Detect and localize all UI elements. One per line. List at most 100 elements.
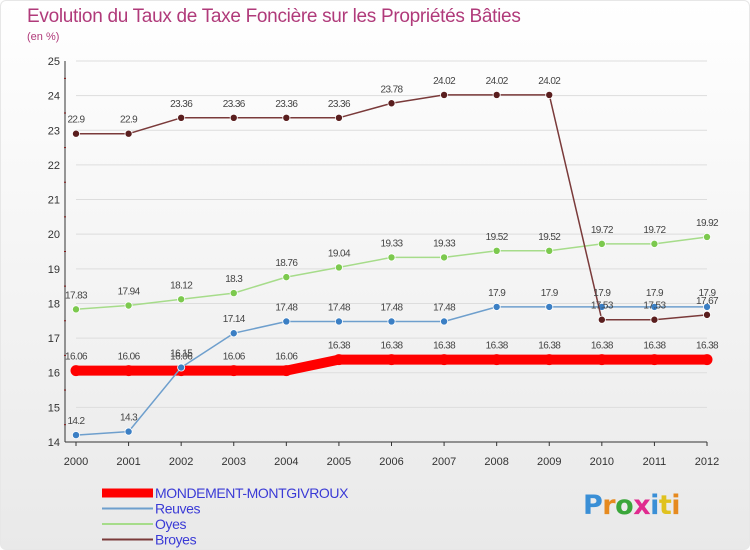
- data-point: [650, 315, 659, 324]
- data-point: [229, 329, 238, 338]
- data-point: [334, 113, 343, 122]
- y-tick-label: 25: [48, 56, 60, 68]
- data-point: [72, 431, 81, 440]
- x-tick-label: 2012: [695, 456, 719, 468]
- chart-subtitle: (en %): [27, 31, 60, 43]
- data-point: [123, 365, 135, 377]
- chart-title: Evolution du Taux de Taxe Foncière sur l…: [27, 6, 521, 27]
- logo-letter: o: [615, 490, 634, 521]
- data-point: [228, 365, 240, 377]
- logo-letter: r: [602, 490, 616, 521]
- data-label: 19.72: [591, 225, 614, 236]
- data-point: [648, 354, 660, 366]
- data-point: [72, 129, 81, 138]
- data-label: 19.52: [538, 232, 561, 243]
- data-label: 16.38: [591, 341, 614, 352]
- logo-letter: P: [583, 490, 603, 521]
- data-label: 16.38: [433, 341, 456, 352]
- legend-label: Reuves: [155, 501, 200, 517]
- data-label: 17.48: [275, 302, 298, 313]
- x-tick-label: 2003: [222, 456, 246, 468]
- series-layer: [70, 90, 713, 440]
- data-point: [333, 354, 345, 366]
- data-point: [177, 113, 186, 122]
- data-label: 17.67: [696, 296, 719, 307]
- data-label: 19.52: [486, 232, 509, 243]
- data-point: [282, 317, 291, 326]
- data-label: 24.02: [486, 76, 509, 87]
- y-tick-label: 22: [48, 160, 60, 172]
- data-label: 19.33: [433, 238, 456, 249]
- y-tick-label: 16: [48, 368, 60, 380]
- data-label: 17.53: [591, 301, 614, 312]
- data-point: [438, 354, 450, 366]
- data-point: [387, 317, 396, 326]
- data-point: [701, 354, 713, 366]
- legend-label: Broyes: [155, 532, 197, 548]
- logo-letter: x: [633, 490, 651, 521]
- data-point: [282, 273, 291, 282]
- data-label: 17.48: [433, 302, 456, 313]
- data-label: 17.9: [646, 288, 664, 299]
- x-tick-label: 2002: [169, 456, 193, 468]
- data-label: 16.06: [223, 352, 246, 363]
- data-label: 19.92: [696, 218, 719, 229]
- data-label: 22.9: [120, 115, 138, 126]
- data-label: 23.78: [380, 84, 403, 95]
- data-label: 24.02: [433, 76, 456, 87]
- logo-letter: i: [650, 490, 659, 521]
- data-label: 16.38: [696, 341, 719, 352]
- x-tick-label: 2010: [590, 456, 614, 468]
- axes: 14 15 16 17 18 19 20 21 22 23 24 25 2000 2001 2002 2003…: [48, 56, 719, 468]
- data-point: [387, 99, 396, 108]
- data-point: [703, 310, 712, 319]
- data-label: 16.38: [328, 341, 351, 352]
- data-label: 18.12: [170, 280, 193, 291]
- data-label: 22.9: [67, 115, 85, 126]
- data-point: [597, 315, 606, 324]
- data-label: 17.83: [65, 290, 88, 301]
- data-label: 16.38: [643, 341, 666, 352]
- data-label: 16.15: [170, 349, 193, 360]
- data-label: 17.14: [223, 314, 246, 325]
- data-point: [440, 317, 449, 326]
- data-point: [545, 90, 554, 99]
- data-point: [72, 305, 81, 314]
- data-point: [440, 90, 449, 99]
- data-label: 17.9: [488, 288, 506, 299]
- y-tick-label: 17: [48, 333, 60, 345]
- logo-letter: t: [658, 490, 672, 521]
- data-point: [229, 113, 238, 122]
- data-labels: 16.06 16.06 16.06 16.06 16.06 16.38 16.38 16.38…: [65, 76, 720, 427]
- data-label: 19.72: [643, 225, 666, 236]
- data-label: 17.9: [593, 288, 611, 299]
- y-tick-label: 15: [48, 402, 60, 414]
- x-tick-label: 2009: [537, 456, 561, 468]
- x-tick-label: 2007: [432, 456, 456, 468]
- y-tick-label: 14: [48, 437, 60, 449]
- data-label: 17.48: [380, 302, 403, 313]
- data-label: 16.38: [538, 341, 561, 352]
- data-point: [124, 301, 133, 310]
- data-point: [596, 354, 608, 366]
- data-point: [545, 302, 554, 311]
- data-label: 24.02: [538, 76, 561, 87]
- proxiti-logo: Proxiti: [583, 490, 681, 521]
- data-point: [177, 363, 186, 372]
- data-label: 16.38: [486, 341, 509, 352]
- data-label: 23.36: [275, 99, 298, 110]
- data-point: [124, 427, 133, 436]
- y-tick-label: 21: [48, 195, 60, 207]
- data-label: 17.9: [541, 288, 559, 299]
- data-point: [124, 129, 133, 138]
- data-point: [492, 246, 501, 255]
- x-tick-label: 2005: [327, 456, 351, 468]
- data-point: [229, 289, 238, 298]
- legend-label: Oyes: [155, 516, 186, 532]
- y-tick-label: 23: [48, 125, 60, 137]
- data-point: [70, 365, 82, 377]
- x-tick-label: 2000: [64, 456, 88, 468]
- data-label: 16.06: [65, 352, 88, 363]
